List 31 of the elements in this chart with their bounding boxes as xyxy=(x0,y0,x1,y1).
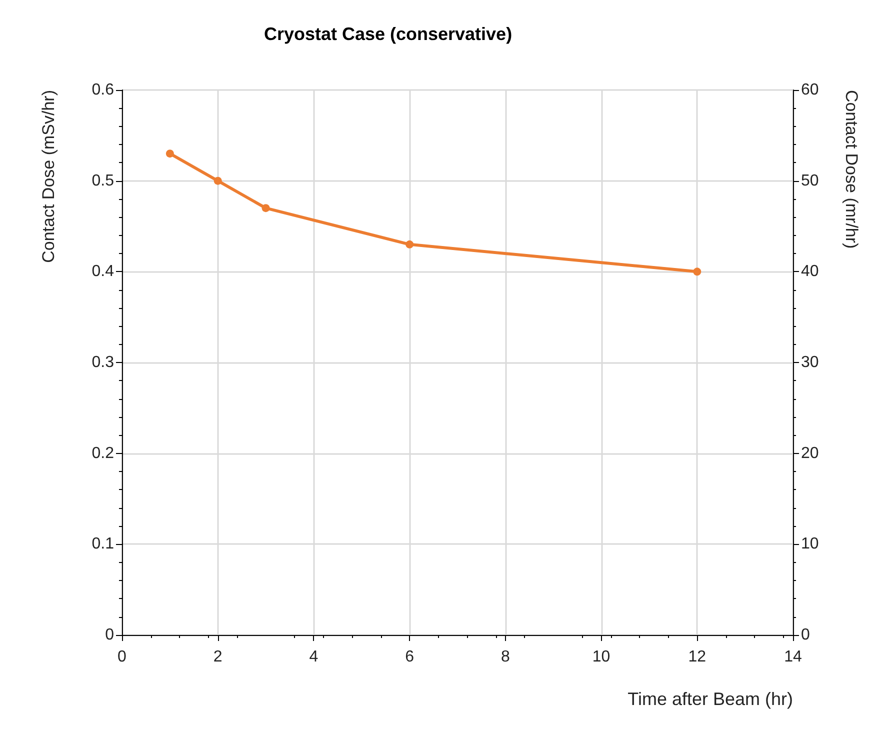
y-tick-label: 0.1 xyxy=(92,536,114,553)
x-tick-label: 2 xyxy=(213,648,222,666)
y2-tick-label: 10 xyxy=(801,536,819,553)
y-tick-label: 0.6 xyxy=(92,82,114,98)
point xyxy=(262,204,270,212)
x-tick-label: 8 xyxy=(500,648,510,666)
point xyxy=(693,268,702,276)
y2-tick-label: 60 xyxy=(801,82,819,98)
x-axis-title: Time after Beam (hr) xyxy=(628,689,793,709)
y2-tick-label: 40 xyxy=(801,263,819,280)
y-tick-label: 0.4 xyxy=(92,263,114,280)
y-axis-title: Contact Dose (mSv/hr) xyxy=(39,90,58,263)
point xyxy=(406,240,414,248)
y-tick-label: 0.5 xyxy=(92,172,114,190)
x-tick-label: 4 xyxy=(309,648,318,666)
x-tick-label: 0 xyxy=(118,648,127,666)
y-tick-label: 0 xyxy=(105,626,114,644)
x-tick-label: 14 xyxy=(784,648,802,666)
point xyxy=(214,176,222,185)
y2-tick-label: 50 xyxy=(801,172,819,190)
x-tick-label: 10 xyxy=(592,648,610,666)
x-tick-label: 6 xyxy=(405,648,414,666)
y2-tick-label: 20 xyxy=(801,444,819,462)
y2-tick-label: 0 xyxy=(801,626,810,644)
y-tick-label: 0.3 xyxy=(92,354,114,371)
point xyxy=(166,150,174,158)
chart-title: Cryostat Case (conservative) xyxy=(264,24,512,44)
y2-tick-label: 30 xyxy=(801,354,819,371)
y-tick-label: 0.2 xyxy=(92,444,114,462)
x-tick-label: 12 xyxy=(688,648,706,666)
y2-axis-title: Contact Dose (mr/hr) xyxy=(842,90,861,249)
